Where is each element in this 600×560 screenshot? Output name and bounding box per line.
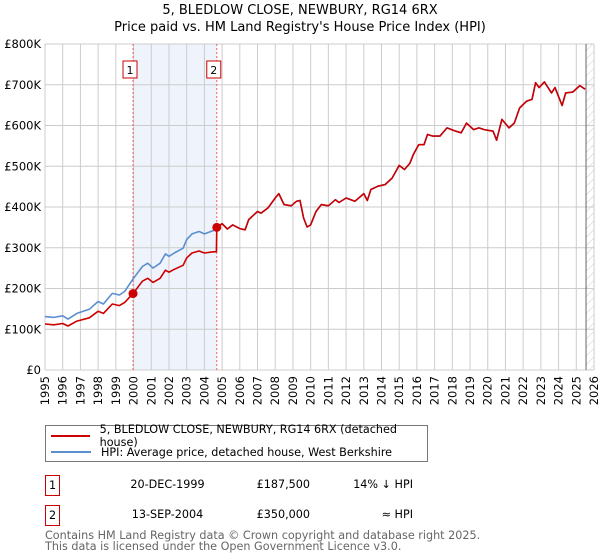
sale-label-box [122, 60, 138, 79]
x-tick-label: 2023 [534, 376, 548, 405]
transaction-number: 1 [45, 475, 60, 496]
y-tick-label: £400K [4, 200, 41, 214]
transaction-date: 13-SEP-2004 [131, 508, 204, 521]
y-tick-label: £0 [26, 363, 41, 377]
x-tick-label: 2019 [463, 376, 477, 405]
transaction-hpi-diff: 14% ↓ HPI [353, 478, 413, 491]
hpi-line [44, 81, 586, 320]
x-tick-label: 2016 [410, 376, 424, 405]
transaction-price: £350,000 [256, 508, 310, 521]
x-tick-label: 2021 [498, 376, 512, 405]
transaction-row: 2 13-SEP-2004 £350,000 ≈ HPI [45, 505, 445, 526]
chart-subtitle: Price paid vs. HM Land Registry's House … [114, 20, 486, 35]
x-tick-label: 2006 [233, 376, 247, 405]
transaction-row: 1 20-DEC-1999 £187,500 14% ↓ HPI [45, 475, 445, 496]
transaction-price: £187,500 [256, 478, 310, 491]
x-tick-label: 2013 [357, 376, 371, 405]
x-tick-label: 2017 [428, 376, 442, 405]
price-paid-line [44, 81, 586, 327]
x-tick-label: 2022 [516, 376, 530, 405]
y-tick-label: £700K [4, 78, 41, 92]
x-tick-label: 2000 [127, 376, 141, 405]
sale-label: 1 [127, 64, 134, 77]
x-tick-label: 1996 [56, 376, 70, 405]
legend-item-hpi: HPI: Average price, detached house, West… [46, 444, 392, 460]
x-tick-label: 2003 [180, 376, 194, 405]
x-tick-label: 1998 [91, 376, 105, 405]
x-tick-label: 2004 [197, 376, 211, 405]
x-tick-label: 1997 [73, 376, 87, 405]
x-tick-label: 2007 [251, 376, 265, 405]
sale-point [212, 222, 222, 232]
x-tick-label: 2025 [569, 376, 583, 405]
x-tick-label: 2001 [144, 376, 158, 405]
legend: 5, BLEDLOW CLOSE, NEWBURY, RG14 6RX (det… [45, 423, 428, 462]
x-tick-label: 2010 [304, 376, 318, 405]
x-tick-label: 2020 [481, 376, 495, 405]
sale-point [128, 289, 138, 299]
transaction-number: 2 [45, 505, 60, 526]
y-tick-label: £500K [4, 159, 41, 173]
x-tick-label: 1999 [109, 376, 123, 405]
y-tick-label: £800K [4, 37, 41, 51]
y-tick-label: £200K [4, 282, 41, 296]
x-tick-label: 2008 [268, 376, 282, 405]
chart-title: 5, BLEDLOW CLOSE, NEWBURY, RG14 6RX [162, 3, 438, 18]
legend-item-price-paid: 5, BLEDLOW CLOSE, NEWBURY, RG14 6RX (det… [46, 423, 427, 449]
x-tick-label: 1995 [38, 376, 52, 405]
x-tick-label: 2014 [374, 376, 388, 405]
footer-line-1: Contains HM Land Registry data © Crown c… [45, 529, 481, 542]
x-tick-label: 2009 [286, 376, 300, 405]
sale-label: 2 [210, 64, 217, 77]
y-tick-label: £600K [4, 119, 41, 133]
footer-line-2: This data is licensed under the Open Gov… [45, 539, 402, 553]
legend-line-red [51, 435, 90, 437]
x-tick-label: 2012 [339, 376, 353, 405]
y-tick-label: £100K [4, 322, 41, 336]
x-tick-label: 2005 [215, 376, 229, 405]
legend-line-blue [51, 451, 91, 453]
x-tick-label: 2015 [392, 376, 406, 405]
x-tick-label: 2026 [587, 376, 600, 405]
y-tick-label: £300K [4, 241, 41, 255]
sale-label-box [206, 60, 222, 79]
x-tick-label: 2018 [445, 376, 459, 405]
legend-label-hpi: HPI: Average price, detached house, West… [101, 445, 393, 459]
x-tick-label: 2002 [162, 376, 176, 405]
transaction-date: 20-DEC-1999 [130, 478, 205, 491]
footer-attribution: Contains HM Land Registry data © Crown c… [45, 529, 481, 553]
x-tick-label: 2024 [552, 376, 566, 405]
transaction-hpi-diff: ≈ HPI [381, 508, 413, 521]
legend-label-price-paid: 5, BLEDLOW CLOSE, NEWBURY, RG14 6RX (det… [99, 423, 397, 449]
x-tick-label: 2011 [321, 376, 335, 405]
